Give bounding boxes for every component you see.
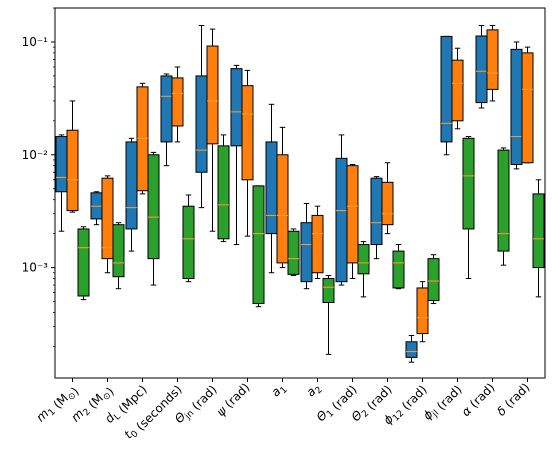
- box-3-8: [322, 275, 335, 355]
- box-body: [335, 157, 348, 283]
- x-tick-label: δ (rad): [494, 380, 532, 418]
- box-body: [322, 278, 335, 304]
- box-body: [55, 136, 68, 193]
- box-3-2: [112, 222, 125, 290]
- box-body: [416, 287, 429, 335]
- box-body: [405, 341, 418, 358]
- box-2-2: [101, 175, 114, 274]
- box-body: [195, 75, 208, 173]
- box-body: [462, 137, 475, 230]
- box-2-11: [416, 281, 429, 343]
- box-1-10: [370, 176, 383, 260]
- box-1-4: [160, 73, 173, 167]
- box-body: [77, 228, 90, 297]
- box-body: [276, 154, 289, 264]
- box-2-1: [66, 100, 79, 213]
- box-body: [182, 205, 195, 280]
- box-2-10: [381, 162, 394, 235]
- box-1-9: [335, 134, 348, 286]
- box-body: [370, 177, 383, 246]
- box-3-5: [217, 134, 230, 243]
- box-body: [160, 75, 173, 143]
- box-1-5: [195, 24, 208, 209]
- box-body: [147, 154, 160, 260]
- box-3-6: [252, 185, 265, 308]
- box-3-12: [462, 136, 475, 280]
- box-body: [112, 224, 125, 278]
- box-1-12: [440, 35, 453, 156]
- box-body: [66, 129, 79, 212]
- box-1-3: [125, 137, 138, 252]
- box-2-9: [346, 163, 359, 280]
- box-3-9: [357, 241, 370, 298]
- box-3-11: [427, 254, 440, 305]
- box-body: [171, 77, 184, 127]
- box-3-13: [497, 147, 510, 266]
- box-1-13: [475, 24, 488, 109]
- x-tick-label: a2: [303, 380, 324, 401]
- box-body: [510, 48, 523, 165]
- box-body: [206, 45, 219, 145]
- box-3-3: [147, 151, 160, 286]
- box-1-14: [510, 41, 523, 170]
- box-body: [287, 230, 300, 275]
- box-2-5: [206, 28, 219, 232]
- box-1-7: [265, 103, 278, 274]
- box-3-4: [182, 194, 195, 283]
- box-body: [241, 85, 254, 181]
- box-body: [252, 185, 265, 305]
- y-tick-label: 10⁻²: [22, 148, 49, 162]
- box-body: [486, 29, 499, 90]
- box-1-8: [300, 202, 313, 290]
- box-body: [300, 222, 313, 283]
- box-body: [346, 165, 359, 264]
- y-tick-label: 10⁻¹: [22, 35, 49, 49]
- box-body: [427, 258, 440, 302]
- box-body: [392, 250, 405, 289]
- box-body: [230, 68, 243, 147]
- box-2-12: [451, 47, 464, 130]
- x-tick-label: ϕjl (rad): [420, 380, 465, 425]
- box-body: [265, 141, 278, 235]
- box-body: [217, 145, 230, 240]
- x-tick-label: α (rad): [459, 380, 498, 419]
- box-3-1: [77, 226, 90, 301]
- box-body: [532, 193, 545, 269]
- y-tick-label: 10⁻³: [22, 261, 49, 275]
- box-2-14: [521, 46, 534, 164]
- box-3-7: [287, 228, 300, 277]
- x-tick-label: a1: [268, 380, 289, 401]
- box-1-1: [55, 134, 68, 232]
- box-1-11: [405, 334, 418, 363]
- box-body: [357, 244, 370, 275]
- box-body: [451, 59, 464, 122]
- box-2-3: [136, 82, 149, 195]
- box-1-2: [90, 191, 103, 226]
- box-body: [475, 35, 488, 104]
- box-1-6: [230, 64, 243, 246]
- box-2-8: [311, 205, 324, 280]
- box-body: [101, 177, 114, 260]
- box-2-4: [171, 66, 184, 143]
- box-body: [125, 141, 138, 230]
- box-body: [521, 52, 534, 164]
- box-body: [440, 35, 453, 143]
- box-series-layer: [55, 24, 545, 363]
- box-2-7: [276, 126, 289, 269]
- box-body: [136, 86, 149, 192]
- box-3-10: [392, 244, 405, 290]
- box-body: [381, 181, 394, 226]
- box-3-14: [532, 179, 545, 298]
- x-tick-label: ψ (rad): [214, 380, 253, 419]
- box-body: [497, 149, 510, 252]
- box-body: [311, 214, 324, 274]
- box-2-6: [241, 69, 254, 237]
- plot-frame: [54, 7, 546, 379]
- box-2-13: [486, 24, 499, 102]
